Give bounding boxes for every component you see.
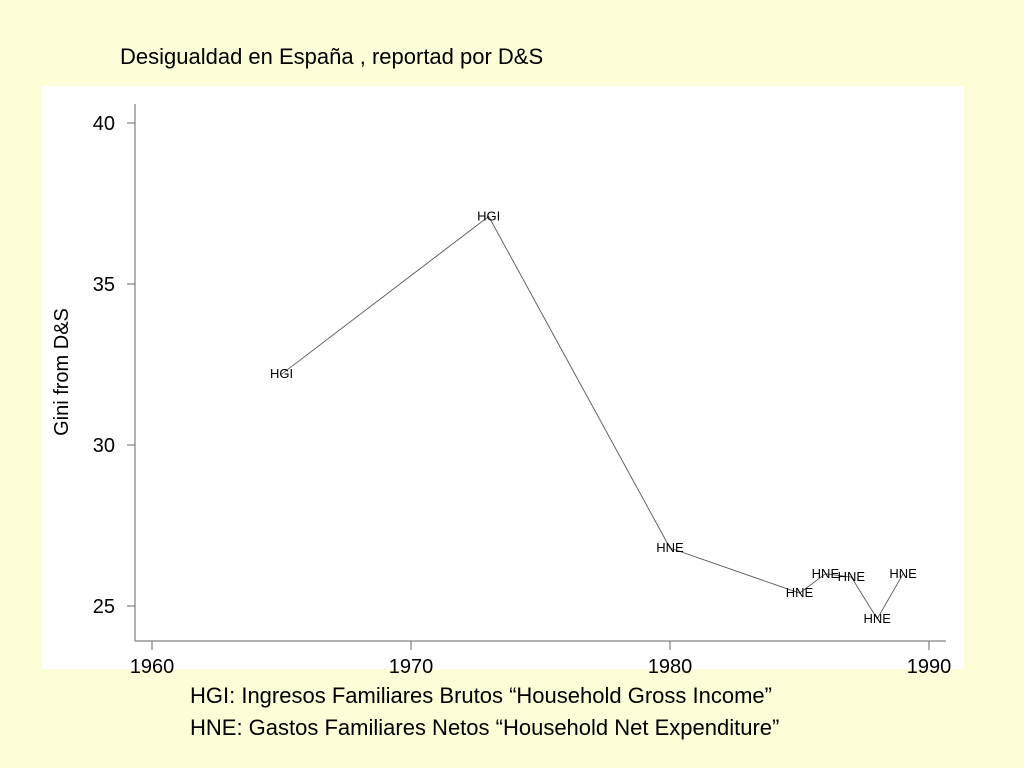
x-tick-label: 1980 bbox=[648, 656, 693, 678]
data-point-label: HNE bbox=[863, 611, 891, 626]
data-point-label: HNE bbox=[838, 569, 866, 584]
data-point-label: HGI bbox=[477, 208, 500, 223]
y-tick-label: 40 bbox=[93, 113, 115, 135]
data-point-label: HNE bbox=[889, 566, 917, 581]
legend-hgi: HGI: Ingresos Familiares Brutos “Househo… bbox=[190, 683, 772, 708]
data-point-label: HNE bbox=[656, 540, 684, 555]
y-tick-label: 25 bbox=[93, 596, 115, 618]
data-point-label: HNE bbox=[812, 566, 840, 581]
y-axis-title: Gini from D&S bbox=[51, 308, 73, 436]
plot-panel bbox=[42, 86, 964, 669]
y-tick-label: 30 bbox=[93, 435, 115, 457]
slide-title: Desigualdad en España , reportad por D&S bbox=[120, 44, 544, 69]
legend-hne: HNE: Gastos Familiares Netos “Household … bbox=[190, 715, 780, 740]
y-tick-label: 35 bbox=[93, 274, 115, 296]
data-point-label: HGI bbox=[270, 366, 293, 381]
gini-series-line bbox=[281, 215, 904, 620]
legend: HGI: Ingresos Familiares Brutos “Househo… bbox=[190, 680, 779, 744]
x-tick-label: 1990 bbox=[907, 656, 952, 678]
x-tick-label: 1960 bbox=[130, 656, 175, 678]
x-tick-label: 1970 bbox=[389, 656, 434, 678]
data-point-label: HNE bbox=[786, 585, 814, 600]
